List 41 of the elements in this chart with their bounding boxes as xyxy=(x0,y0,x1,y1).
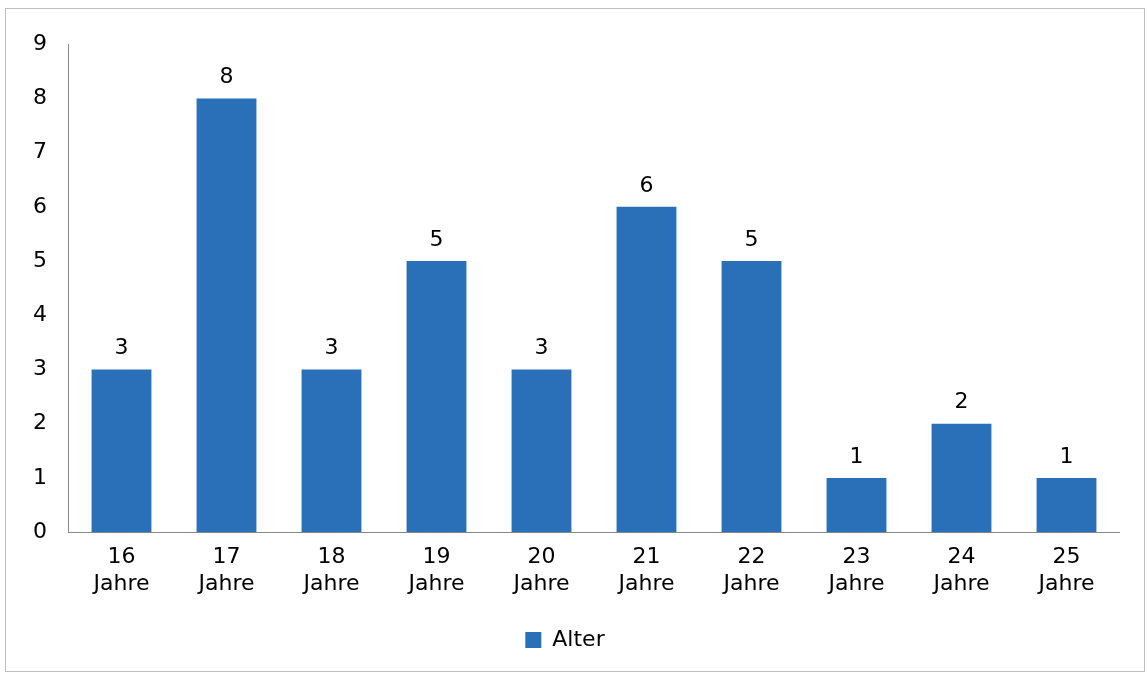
bar xyxy=(1036,477,1097,533)
x-tick-label: 22 Jahre xyxy=(721,543,780,595)
bar xyxy=(406,261,467,533)
bar xyxy=(826,477,887,533)
x-tick-label: 18 Jahre xyxy=(301,543,360,595)
y-tick-label: 8 xyxy=(33,84,47,110)
bar xyxy=(721,261,782,533)
data-label: 1 xyxy=(849,442,864,468)
data-label: 5 xyxy=(744,225,759,251)
x-tick-label: 21 Jahre xyxy=(616,543,675,595)
data-label: 8 xyxy=(219,63,234,89)
data-label: 6 xyxy=(639,171,654,197)
bar xyxy=(511,369,572,533)
legend-label: Alter xyxy=(552,625,606,651)
data-label: 3 xyxy=(114,334,129,360)
data-label: 1 xyxy=(1059,442,1074,468)
data-label: 3 xyxy=(534,334,549,360)
x-tick-label: 24 Jahre xyxy=(931,543,990,595)
bar xyxy=(931,423,992,533)
y-tick-label: 5 xyxy=(33,246,47,272)
bar xyxy=(616,206,677,533)
data-label: 2 xyxy=(954,388,969,414)
bar xyxy=(196,98,257,533)
y-tick-label: 6 xyxy=(33,192,47,218)
y-tick-label: 7 xyxy=(33,138,47,164)
y-tick-label: 2 xyxy=(33,409,47,435)
x-tick-label: 25 Jahre xyxy=(1036,543,1095,595)
x-tick-label: 16 Jahre xyxy=(91,543,150,595)
x-tick-label: 19 Jahre xyxy=(406,543,465,595)
y-tick-label: 1 xyxy=(33,463,47,489)
y-tick-label: 0 xyxy=(33,517,47,543)
bar xyxy=(91,369,152,533)
x-tick-label: 17 Jahre xyxy=(196,543,255,595)
bar xyxy=(301,369,362,533)
x-tick-label: 20 Jahre xyxy=(511,543,570,595)
y-tick-label: 4 xyxy=(33,301,47,327)
y-tick-label: 9 xyxy=(33,29,47,55)
data-label: 3 xyxy=(324,334,339,360)
x-tick-label: 23 Jahre xyxy=(826,543,885,595)
y-tick-label: 3 xyxy=(33,355,47,381)
data-label: 5 xyxy=(429,225,444,251)
